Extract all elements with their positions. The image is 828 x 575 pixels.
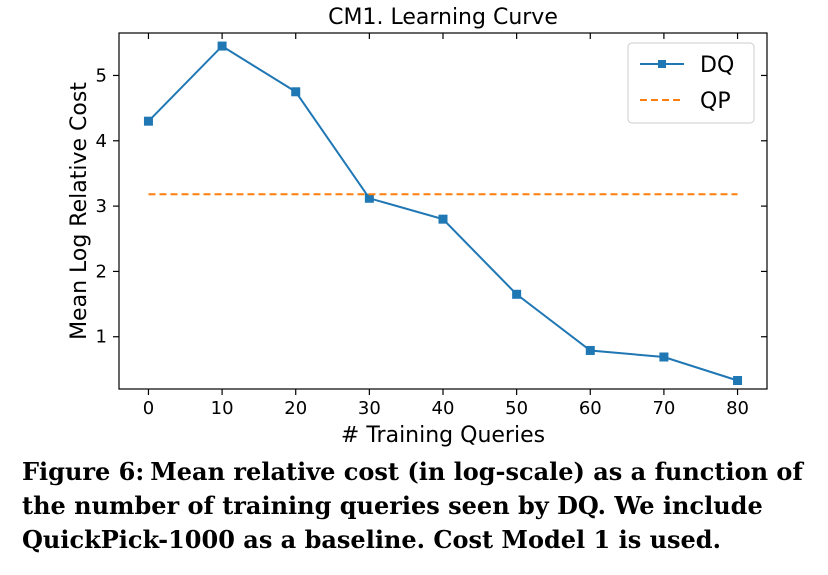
data-point-dq	[364, 193, 374, 203]
y-tick-label: 2	[96, 261, 107, 282]
x-tick-label: 40	[432, 398, 455, 419]
y-tick-label: 4	[96, 131, 107, 152]
data-point-dq	[512, 289, 522, 299]
caption-text: Mean relative cost (in log-scale) as a f…	[22, 457, 803, 554]
data-point-dq	[438, 214, 448, 224]
series-layer	[143, 41, 743, 386]
data-point-dq	[217, 41, 227, 51]
x-tick-label: 70	[652, 398, 675, 419]
y-axis: 1 2 3 4 5	[96, 65, 767, 348]
x-axis: 0 10 20 30 40 50 60 70 80	[143, 33, 749, 419]
legend-dq-label: DQ	[700, 53, 734, 78]
x-tick-label: 10	[211, 398, 234, 419]
figure-caption: Figure 6: Mean relative cost (in log-scal…	[22, 455, 822, 557]
x-tick-label: 80	[726, 398, 749, 419]
learning-curve-chart: CM1. Learning Curve 0 10 20 30 40 50 60 70 80 1 2…	[67, 5, 768, 448]
x-tick-label: 50	[505, 398, 528, 419]
data-point-dq	[291, 87, 301, 97]
data-point-dq	[143, 116, 153, 126]
y-tick-label: 3	[96, 196, 107, 217]
x-tick-label: 60	[579, 398, 602, 419]
chart-title: CM1. Learning Curve	[328, 5, 558, 30]
data-point-dq	[585, 345, 595, 355]
y-axis-label: Mean Log Relative Cost	[67, 82, 92, 340]
legend-box	[627, 42, 755, 124]
y-tick-label: 5	[96, 65, 107, 86]
x-tick-label: 30	[358, 398, 381, 419]
x-tick-label: 0	[143, 398, 154, 419]
caption-label: Figure 6:	[22, 457, 145, 486]
legend: DQ QP	[627, 42, 755, 124]
legend-dq-marker	[658, 60, 666, 68]
x-tick-label: 20	[284, 398, 307, 419]
data-point-dq	[733, 376, 743, 386]
y-tick-label: 1	[96, 327, 107, 348]
legend-qp-label: QP	[700, 89, 731, 114]
x-axis-label: # Training Queries	[341, 423, 545, 448]
data-point-dq	[659, 352, 669, 362]
